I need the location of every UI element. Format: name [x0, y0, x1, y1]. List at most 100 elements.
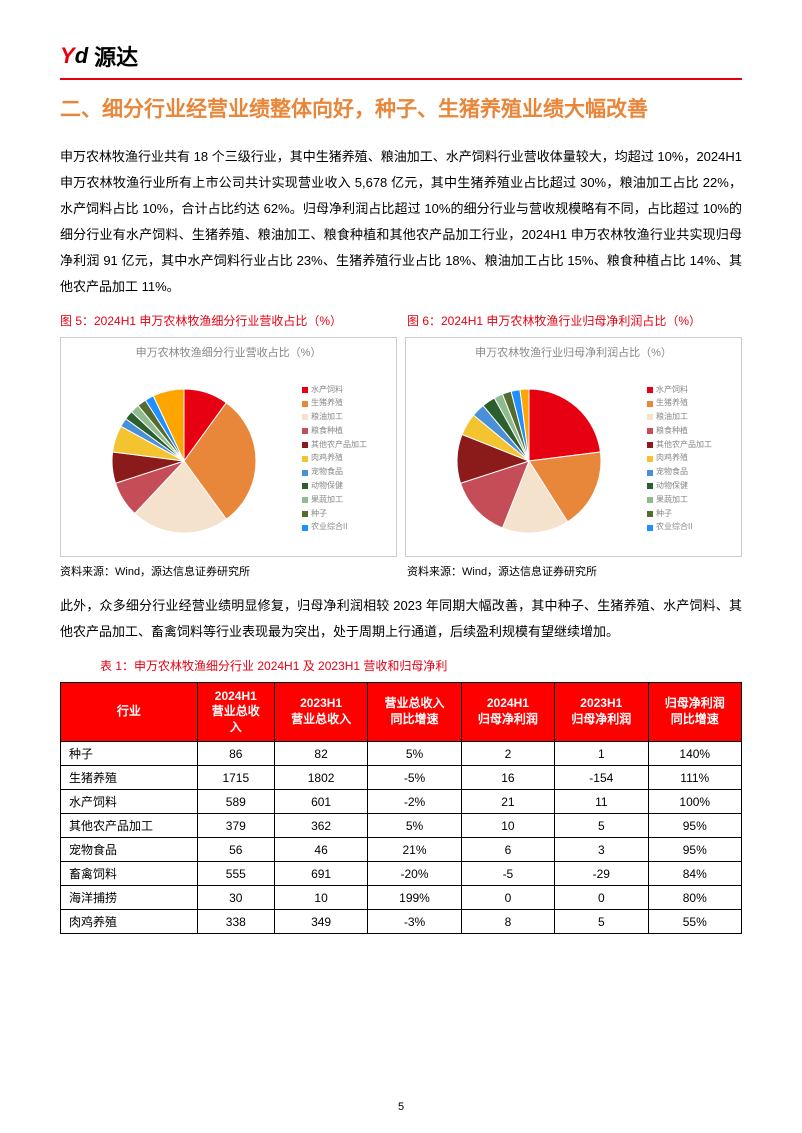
table-cell: 6 — [461, 838, 554, 862]
table-title: 表 1：申万农林牧渔细分行业 2024H1 及 2023H1 营收和归母净利 — [60, 657, 742, 674]
table-header: 营业总收入同比增速 — [368, 682, 461, 742]
table-cell: 0 — [461, 886, 554, 910]
table-cell: 11 — [555, 790, 648, 814]
table-cell: 21 — [461, 790, 554, 814]
table-cell: 10 — [274, 886, 367, 910]
table-cell: 8 — [461, 910, 554, 934]
table-cell: 其他农产品加工 — [61, 814, 198, 838]
legend-item: 水产饲料 — [647, 384, 737, 397]
chart-2: 申万农林牧渔行业归母净利润占比（%） 水产饲料生猪养殖粮油加工粮食种植其他农产品… — [405, 337, 742, 557]
table-header: 2023H1归母净利润 — [555, 682, 648, 742]
table-cell: 80% — [648, 886, 741, 910]
chart-1-title: 申万农林牧渔细分行业营收占比（%） — [65, 344, 392, 360]
table-cell: 畜禽饲料 — [61, 862, 198, 886]
section-title: 二、细分行业经营业绩整体向好，种子、生猪养殖业绩大幅改善 — [60, 94, 742, 126]
legend-item: 水产饲料 — [302, 384, 392, 397]
legend-item: 果蔬加工 — [647, 494, 737, 507]
legend-item: 动物保健 — [647, 480, 737, 493]
logo-text: 源达 — [94, 40, 138, 72]
table-cell: 589 — [197, 790, 274, 814]
chart-1: 申万农林牧渔细分行业营收占比（%） 水产饲料生猪养殖粮油加工粮食种植其他农产品加… — [60, 337, 397, 557]
table-cell: 水产饲料 — [61, 790, 198, 814]
table-cell: 199% — [368, 886, 461, 910]
table-header: 行业 — [61, 682, 198, 742]
table-cell: 16 — [461, 766, 554, 790]
table-cell: 95% — [648, 838, 741, 862]
table-cell: -5 — [461, 862, 554, 886]
table-cell: 111% — [648, 766, 741, 790]
figure-labels-row: 图 5：2024H1 申万农林牧渔细分行业营收占比（%） 图 6：2024H1 … — [60, 312, 742, 329]
table-cell: 601 — [274, 790, 367, 814]
legend-item: 生猪养殖 — [302, 397, 392, 410]
table-cell: 2 — [461, 742, 554, 766]
table-cell: 21% — [368, 838, 461, 862]
table-cell: -3% — [368, 910, 461, 934]
legend-item: 种子 — [302, 508, 392, 521]
legend-item: 粮食种植 — [647, 425, 737, 438]
table-cell: 555 — [197, 862, 274, 886]
table-cell: -5% — [368, 766, 461, 790]
table-cell: 362 — [274, 814, 367, 838]
header-rule — [60, 78, 742, 80]
table-cell: -2% — [368, 790, 461, 814]
legend-item: 宠物食品 — [647, 466, 737, 479]
source-2: 资料来源：Wind，源达信息证券研究所 — [407, 563, 742, 579]
table-cell: 379 — [197, 814, 274, 838]
table-cell: 1715 — [197, 766, 274, 790]
table-cell: 82 — [274, 742, 367, 766]
paragraph-1: 申万农林牧渔行业共有 18 个三级行业，其中生猪养殖、粮油加工、水产饲料行业营收… — [60, 144, 742, 300]
legend-item: 粮食种植 — [302, 425, 392, 438]
chart-2-title: 申万农林牧渔行业归母净利润占比（%） — [410, 344, 737, 360]
legend-item: 粮油加工 — [647, 411, 737, 424]
table-cell: 5% — [368, 742, 461, 766]
charts-row: 申万农林牧渔细分行业营收占比（%） 水产饲料生猪养殖粮油加工粮食种植其他农产品加… — [60, 337, 742, 557]
data-table: 行业2024H1营业总收入2023H1营业总收入营业总收入同比增速2024H1归… — [60, 682, 742, 935]
table-cell: 1802 — [274, 766, 367, 790]
legend-1: 水产饲料生猪养殖粮油加工粮食种植其他农产品加工肉鸡养殖宠物食品动物保健果蔬加工种… — [302, 366, 392, 550]
table-cell: 56 — [197, 838, 274, 862]
legend-item: 生猪养殖 — [647, 397, 737, 410]
table-header: 2024H1归母净利润 — [461, 682, 554, 742]
table-cell: 46 — [274, 838, 367, 862]
table-cell: 5% — [368, 814, 461, 838]
table-cell: 生猪养殖 — [61, 766, 198, 790]
paragraph-2: 此外，众多细分行业经营业绩明显修复，归母净利润相较 2023 年同期大幅改善，其… — [60, 593, 742, 645]
table-cell: 338 — [197, 910, 274, 934]
legend-item: 动物保健 — [302, 480, 392, 493]
table-cell: 10 — [461, 814, 554, 838]
legend-item: 粮油加工 — [302, 411, 392, 424]
table-cell: 5 — [555, 814, 648, 838]
table-cell: 30 — [197, 886, 274, 910]
table-cell: 肉鸡养殖 — [61, 910, 198, 934]
legend-item: 肉鸡养殖 — [647, 452, 737, 465]
source-1: 资料来源：Wind，源达信息证券研究所 — [60, 563, 395, 579]
legend-item: 农业综合II — [647, 521, 737, 534]
legend-item: 农业综合II — [302, 521, 392, 534]
table-cell: 55% — [648, 910, 741, 934]
table-cell: 3 — [555, 838, 648, 862]
table-header: 归母净利润同比增速 — [648, 682, 741, 742]
page-number: 5 — [398, 1101, 404, 1113]
table-cell: 种子 — [61, 742, 198, 766]
table-cell: -29 — [555, 862, 648, 886]
logo: Yd 源达 — [60, 40, 742, 72]
legend-item: 肉鸡养殖 — [302, 452, 392, 465]
table-cell: 84% — [648, 862, 741, 886]
table-row: 水产饲料589601-2%2111100% — [61, 790, 742, 814]
table-cell: 0 — [555, 886, 648, 910]
pie-chart-1 — [99, 373, 269, 543]
table-row: 肉鸡养殖338349-3%8555% — [61, 910, 742, 934]
table-row: 畜禽饲料555691-20%-5-2984% — [61, 862, 742, 886]
pie-chart-2 — [444, 373, 614, 543]
table-row: 种子86825%21140% — [61, 742, 742, 766]
table-header: 2023H1营业总收入 — [274, 682, 367, 742]
table-cell: 349 — [274, 910, 367, 934]
legend-item: 果蔬加工 — [302, 494, 392, 507]
table-cell: 86 — [197, 742, 274, 766]
table-row: 其他农产品加工3793625%10595% — [61, 814, 742, 838]
table-cell: 海洋捕捞 — [61, 886, 198, 910]
logo-mark: Yd — [60, 43, 88, 69]
fig5-label: 图 5：2024H1 申万农林牧渔细分行业营收占比（%） — [60, 312, 395, 329]
table-cell: 95% — [648, 814, 741, 838]
table-row: 海洋捕捞3010199%0080% — [61, 886, 742, 910]
